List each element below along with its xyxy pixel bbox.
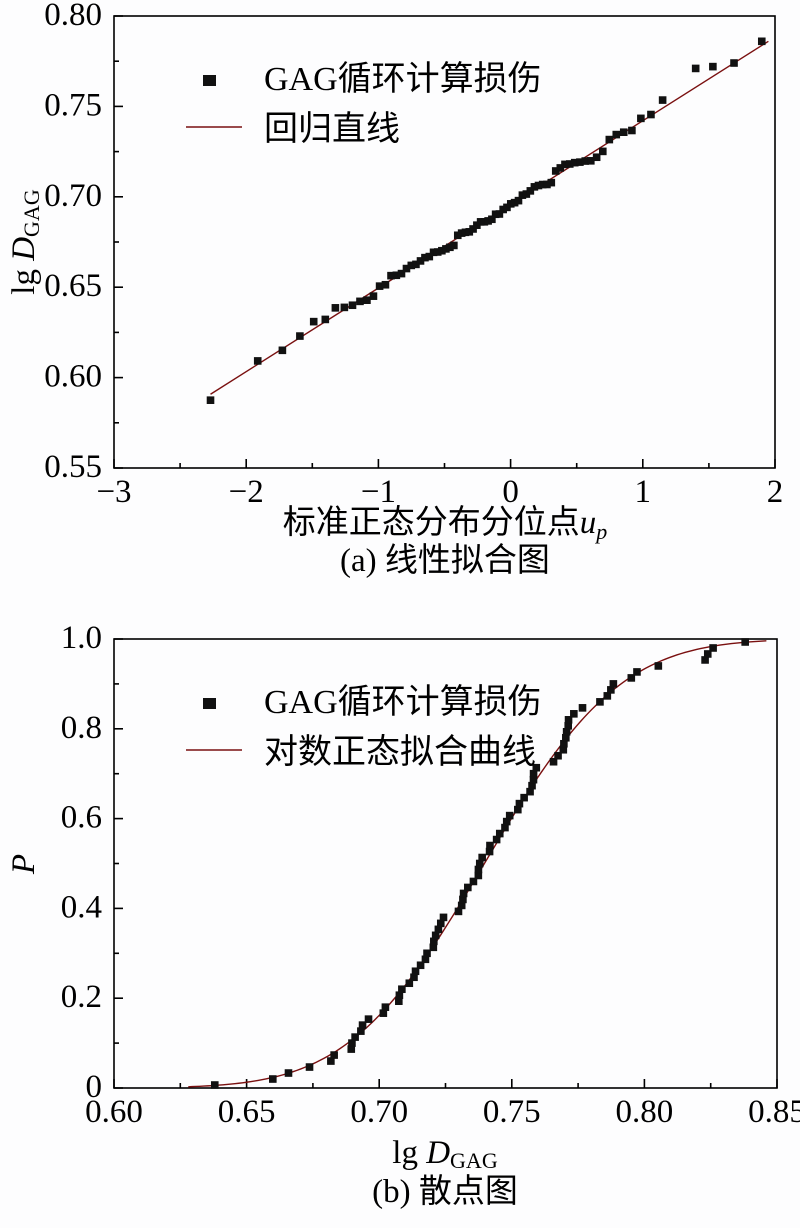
svg-text:lg DGAG: lg DGAG — [6, 189, 44, 295]
svg-text:0.70: 0.70 — [350, 1094, 408, 1130]
svg-text:0.80: 0.80 — [616, 1094, 674, 1130]
svg-text:回归直线: 回归直线 — [264, 110, 400, 148]
svg-text:1.0: 1.0 — [61, 620, 102, 656]
svg-text:0.6: 0.6 — [61, 800, 102, 836]
svg-text:GAG循环计算损伤: GAG循环计算损伤 — [264, 60, 542, 98]
svg-text:0.2: 0.2 — [61, 979, 102, 1015]
svg-text:0.55: 0.55 — [44, 449, 102, 485]
svg-text:0.60: 0.60 — [44, 359, 102, 395]
svg-text:0: 0 — [86, 1069, 103, 1105]
svg-text:0.75: 0.75 — [483, 1094, 541, 1130]
svg-text:0.8: 0.8 — [61, 710, 102, 746]
svg-text:0.70: 0.70 — [44, 178, 102, 214]
svg-text:0.85: 0.85 — [748, 1094, 800, 1130]
svg-text:0.4: 0.4 — [61, 889, 102, 925]
svg-text:0.80: 0.80 — [44, 0, 102, 33]
svg-text:0.75: 0.75 — [44, 87, 102, 123]
svg-text:(a) 线性拟合图: (a) 线性拟合图 — [340, 542, 550, 579]
svg-text:(b) 散点图: (b) 散点图 — [372, 1173, 518, 1210]
svg-text:标准正态分布分位点up: 标准正态分布分位点up — [283, 504, 608, 544]
svg-text:1: 1 — [635, 474, 652, 510]
svg-text:lg DGAG: lg DGAG — [392, 1135, 498, 1173]
svg-text:0.65: 0.65 — [218, 1094, 276, 1130]
svg-text:对数正态拟合曲线: 对数正态拟合曲线 — [264, 733, 536, 771]
svg-text:−2: −2 — [229, 474, 264, 510]
svg-text:P: P — [6, 854, 42, 875]
svg-text:GAG循环计算损伤: GAG循环计算损伤 — [264, 683, 542, 721]
svg-text:0.65: 0.65 — [44, 268, 102, 304]
svg-text:2: 2 — [767, 474, 784, 510]
